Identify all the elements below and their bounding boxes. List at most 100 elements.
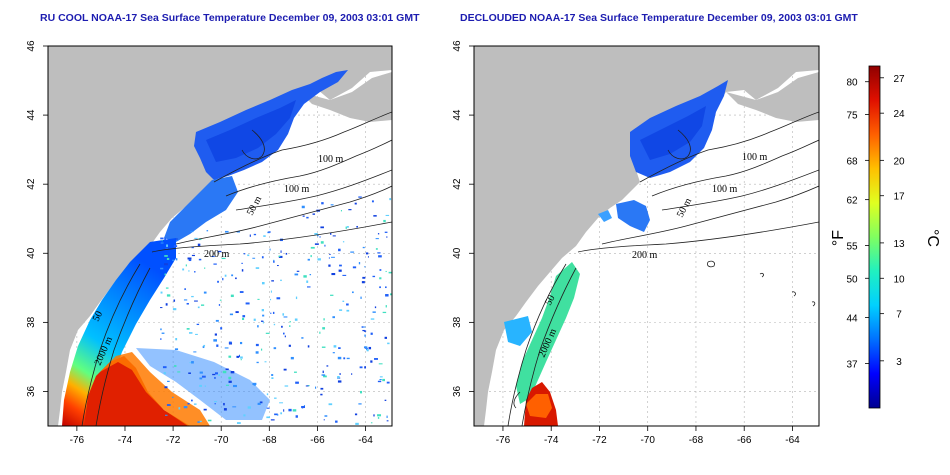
left-sst-pixel	[160, 338, 162, 340]
right-map-panel: 100 m 100 m 50 m 200 m 50 2000 m -76 -74-…	[452, 40, 820, 446]
right-plot-frame	[473, 45, 820, 427]
left-sst-pixel	[356, 225, 358, 228]
left-sst-pixel	[231, 274, 234, 277]
left-sst-pixel	[290, 356, 294, 360]
left-sst-pixel	[215, 319, 219, 322]
left-sst-pixel	[364, 334, 366, 337]
left-sst-pixel	[382, 378, 385, 382]
left-sst-pixel	[337, 356, 342, 360]
fahrenheit-tick-label: 55	[846, 242, 858, 253]
left-sst-pixel	[214, 376, 216, 379]
left-sst-pixel	[321, 374, 326, 376]
left-sst-pixel	[202, 345, 205, 349]
left-sst-pixel	[221, 257, 226, 260]
left-sst-pixel	[346, 309, 350, 312]
left-land-nova-scotia	[300, 72, 392, 122]
left-sst-pixel	[378, 255, 382, 258]
left-sst-pixel	[350, 251, 355, 253]
left-sst-pixel	[265, 332, 270, 334]
right-bathymetry-contours	[507, 111, 819, 426]
left-sst-pixel	[276, 297, 281, 300]
left-sst-pixel	[173, 245, 178, 247]
left-sst-pixel	[257, 325, 259, 328]
left-sst-pixel	[214, 372, 218, 375]
right-lon-tick-label: -64	[785, 435, 800, 446]
left-sst-pixel	[363, 346, 368, 349]
left-sst-pixel	[352, 266, 357, 269]
left-sst-pixel	[312, 213, 316, 215]
left-sst-pixel	[293, 371, 297, 373]
left-sst-pixel	[216, 344, 219, 347]
left-sst-pixel	[390, 293, 392, 296]
left-sst-pixel	[348, 209, 352, 211]
left-sst-pixel	[232, 406, 237, 408]
left-axis-ticks: -76 -74 -72 -70 -68 -66 -64 36 38 40 42 44 46	[26, 40, 373, 446]
left-sst-pixel	[284, 385, 289, 387]
left-sst-pixel	[222, 370, 227, 374]
left-sst-pixel	[385, 294, 389, 297]
left-sst-pixel	[247, 254, 250, 257]
left-sst-pixel	[195, 333, 198, 335]
right-lon-tick-label: -68	[689, 435, 704, 446]
right-lon-tick-label: -66	[737, 435, 752, 446]
left-sst-pixel	[166, 294, 171, 297]
left-sst-pixel	[219, 299, 222, 301]
left-sst-pixel	[339, 373, 341, 375]
left-sst-pixel	[370, 422, 373, 424]
celsius-tick-label: 17	[893, 192, 905, 203]
left-sst-pixel	[342, 241, 345, 243]
left-sst-pixel	[239, 341, 243, 345]
left-sst-pixel	[173, 299, 176, 302]
left-sst-pixel	[167, 380, 170, 383]
left-sst-pixel	[386, 415, 388, 419]
left-sst-pixel	[259, 401, 263, 404]
left-sst-pixel	[172, 259, 175, 261]
left-sst-pixel	[323, 318, 325, 321]
left-sst-pixel	[385, 214, 390, 217]
right-sst-gom-inner	[640, 106, 706, 160]
left-lat-tick-label: 44	[26, 109, 37, 121]
right-lon-tick-label: -72	[592, 435, 607, 446]
left-sst-pixel	[261, 282, 265, 285]
left-sst-pixel	[212, 373, 216, 376]
fahrenheit-tick-label: 68	[846, 156, 858, 167]
left-sst-pixel	[384, 231, 388, 233]
left-sst-pixel	[249, 234, 251, 237]
right-map-title: DECLOUDED NOAA-17 Sea Surface Temperatur…	[460, 12, 858, 24]
left-sst-pixel	[338, 248, 341, 252]
left-sst-pixel	[190, 230, 194, 233]
left-sst-pixel	[260, 320, 264, 322]
left-sst-pixel	[163, 372, 166, 375]
right-lon-tick-label: -70	[640, 435, 655, 446]
left-sst-pixel	[388, 271, 392, 274]
left-sst-pixel	[306, 216, 309, 219]
left-sst-pixel	[188, 332, 193, 334]
left-sst-pixel	[320, 241, 324, 244]
left-sst-pixel	[306, 280, 309, 283]
left-sst-pixel	[310, 255, 312, 258]
left-sst-pixel	[243, 414, 246, 417]
left-sst-pixel	[223, 408, 227, 411]
left-sst-scatter	[160, 196, 392, 425]
left-sst-pixel	[278, 255, 283, 258]
left-sst-pixel	[343, 357, 346, 360]
right-lat-tick-label: 44	[452, 109, 463, 121]
left-sst-pixel	[255, 343, 259, 347]
left-sst-pixel	[225, 384, 230, 386]
left-sst-pixel	[320, 226, 324, 229]
left-sst-pixel	[320, 387, 324, 390]
left-sst-pixel	[240, 359, 242, 361]
left-sst-pixel	[377, 417, 380, 419]
left-sst-pixel	[187, 402, 190, 405]
left-sst-pixel	[319, 331, 321, 334]
left-sst-pixel	[379, 277, 382, 280]
right-sst-warm-edge	[526, 394, 552, 418]
left-contour-label-100m-a: 100 m	[318, 154, 344, 165]
left-sst-pixel	[266, 407, 270, 409]
left-sst-pixel	[242, 317, 245, 321]
left-sst-pixel	[166, 244, 168, 247]
left-sst-pixel	[346, 303, 349, 306]
left-sst-pixel	[362, 246, 365, 249]
left-sst-pixel	[295, 381, 299, 384]
